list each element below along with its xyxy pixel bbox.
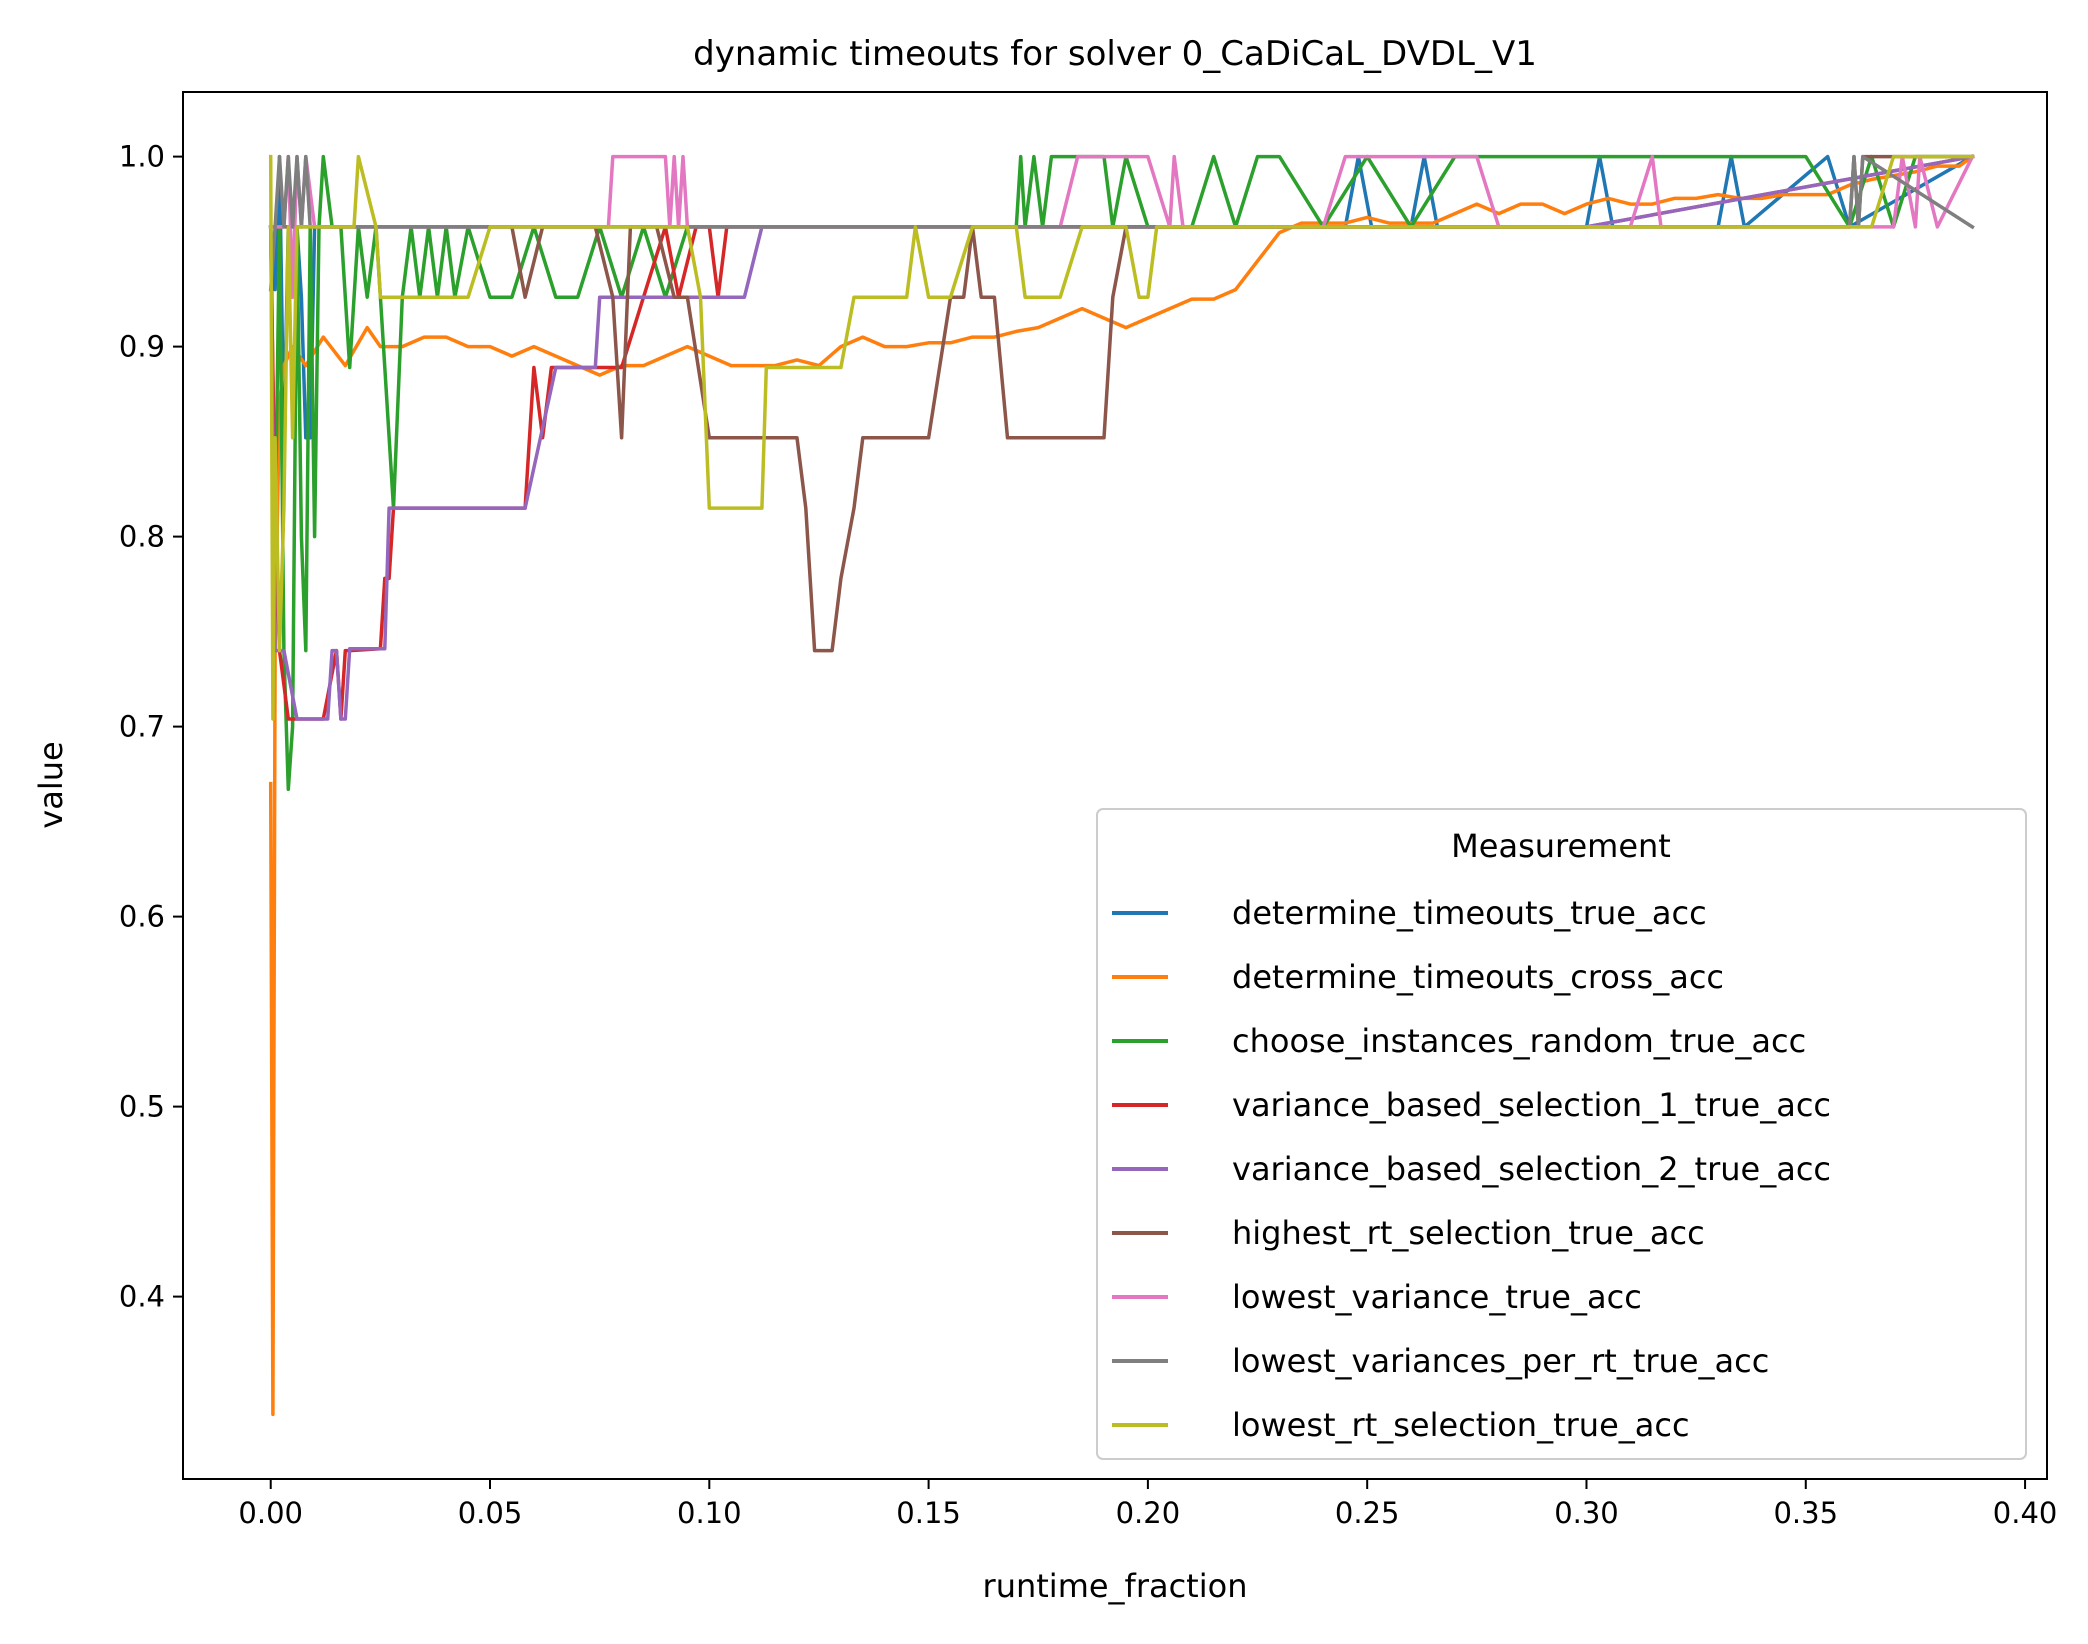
y-axis-label: value: [32, 741, 70, 828]
legend-entry: determine_timeouts_true_acc: [1112, 894, 1707, 932]
y-tick-label: 0.5: [119, 1090, 165, 1124]
legend-entry: choose_instances_random_true_acc: [1112, 1022, 1806, 1060]
x-tick-label: 0.40: [1993, 1496, 2058, 1530]
legend-entry: variance_based_selection_1_true_acc: [1112, 1086, 1831, 1124]
x-axis: 0.00 0.05 0.10 0.15 0.20 0.25 0.30 0.35 0.40: [238, 1479, 2057, 1530]
y-tick-label: 0.8: [119, 520, 165, 554]
legend-box: [1096, 808, 2027, 1460]
legend-label: lowest_variance_true_acc: [1232, 1278, 1642, 1316]
legend-label: determine_timeouts_cross_acc: [1232, 958, 1724, 996]
legend-label: determine_timeouts_true_acc: [1232, 894, 1707, 932]
legend-label: lowest_rt_selection_true_acc: [1232, 1406, 1690, 1444]
y-tick-label: 0.4: [119, 1280, 165, 1314]
legend-entry: lowest_variances_per_rt_true_acc: [1112, 1342, 1769, 1380]
legend-items: determine_timeouts_true_acc determine_tim…: [1112, 894, 1831, 1444]
y-tick-label: 0.7: [119, 710, 165, 744]
y-tick-label: 1.0: [119, 140, 165, 174]
legend-label: choose_instances_random_true_acc: [1232, 1022, 1806, 1060]
x-tick-label: 0.05: [458, 1496, 523, 1530]
x-axis-label: runtime_fraction: [983, 1567, 1248, 1605]
x-tick-label: 0.15: [896, 1496, 961, 1530]
legend: Measurement determine_timeouts_true_accd…: [1096, 808, 2027, 1460]
x-tick-label: 0.30: [1554, 1496, 1619, 1530]
x-tick-label: 0.25: [1335, 1496, 1400, 1530]
y-axis: 0.4 0.5 0.6 0.7 0.8 0.9 1.0: [119, 140, 183, 1314]
legend-label: lowest_variances_per_rt_true_acc: [1232, 1342, 1769, 1380]
legend-label: highest_rt_selection_true_acc: [1232, 1214, 1705, 1252]
chart-title: dynamic timeouts for solver 0_CaDiCaL_DV…: [693, 34, 1537, 74]
legend-entry: determine_timeouts_cross_acc: [1112, 958, 1724, 996]
x-tick-label: 0.20: [1116, 1496, 1181, 1530]
legend-title: Measurement: [1451, 827, 1671, 865]
x-tick-label: 0.00: [238, 1496, 303, 1530]
plot-frame: [182, 91, 2048, 1480]
legend-label: variance_based_selection_1_true_acc: [1232, 1086, 1831, 1124]
series-line-determine-timeouts-cross-acc: [268, 154, 1975, 1417]
legend-entry: variance_based_selection_2_true_acc: [1112, 1150, 1831, 1188]
series-line-lowest-rt-selection-true-acc: [268, 154, 1975, 721]
x-tick-label: 0.35: [1773, 1496, 1838, 1530]
legend-entry: lowest_variance_true_acc: [1112, 1278, 1642, 1316]
legend-entry: highest_rt_selection_true_acc: [1112, 1214, 1705, 1252]
series-layer: [268, 154, 1975, 1417]
y-tick-label: 0.6: [119, 900, 165, 934]
legend-entry: lowest_rt_selection_true_acc: [1112, 1406, 1690, 1444]
y-tick-label: 0.9: [119, 330, 165, 364]
x-tick-label: 0.10: [677, 1496, 742, 1530]
legend-label: variance_based_selection_2_true_acc: [1232, 1150, 1831, 1188]
series-line-variance-based-selection-2-true-acc: [268, 154, 1975, 721]
